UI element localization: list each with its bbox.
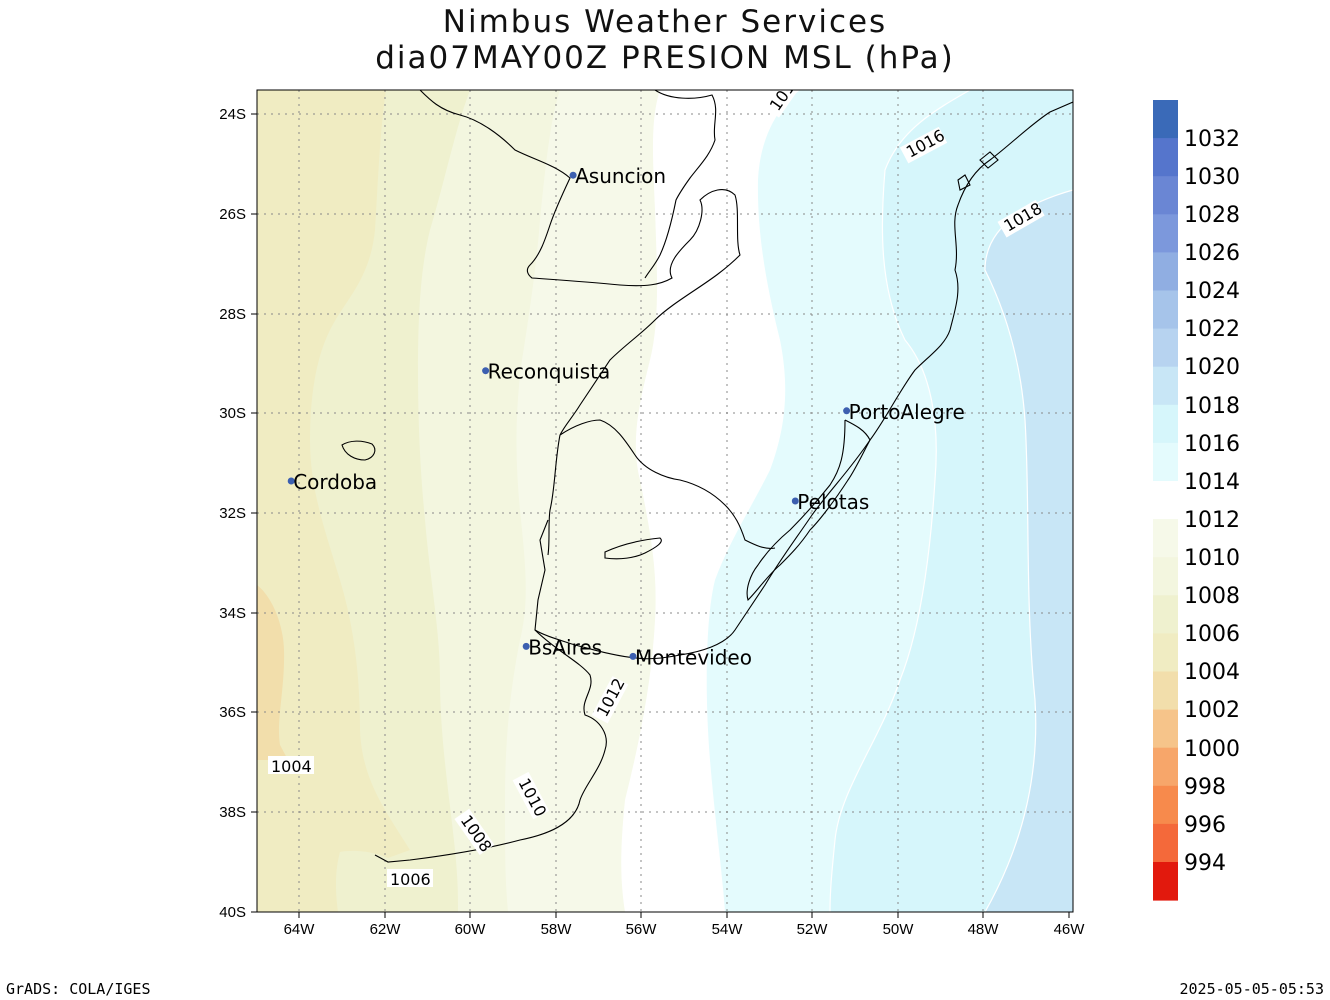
city-label: Asuncion xyxy=(575,164,666,188)
city-marker xyxy=(791,497,799,505)
colorbar-swatch xyxy=(1153,328,1178,368)
colorbar-swatch xyxy=(1153,709,1178,749)
city-marker xyxy=(629,652,637,660)
colorbar-swatch xyxy=(1153,671,1178,711)
city-label: Montevideo xyxy=(635,645,752,669)
colorbar-label: 994 xyxy=(1184,851,1226,876)
lon-label: 62W xyxy=(370,921,402,938)
colorbar-swatch xyxy=(1153,785,1178,825)
lat-label: 28S xyxy=(219,306,246,323)
colorbar-label: 1032 xyxy=(1184,127,1240,152)
colorbar-label: 996 xyxy=(1184,813,1226,838)
colorbar-label: 1022 xyxy=(1184,317,1240,342)
colorbar-label: 1010 xyxy=(1184,546,1240,571)
contour-labels: 1004 1006 1008 1010 1012 1014 1016 1018 xyxy=(268,90,1045,889)
lat-axis: 24S 26S 28S 30S 32S 34S 36S 38S 40S xyxy=(219,106,257,921)
contour-label: 1006 xyxy=(390,870,431,889)
colorbar-swatch xyxy=(1153,823,1178,863)
contour-label: 1004 xyxy=(271,757,312,776)
colorbar-label: 1028 xyxy=(1184,203,1240,228)
colorbar-swatch xyxy=(1153,442,1178,482)
lat-label: 34S xyxy=(219,605,246,622)
footer-credit: GrADS: COLA/IGES xyxy=(6,980,151,998)
colorbar-label: 1004 xyxy=(1184,660,1240,685)
isobars xyxy=(829,90,1073,912)
colorbar-label: 998 xyxy=(1184,775,1226,800)
colorbar-label: 1030 xyxy=(1184,165,1240,190)
city-label: Pelotas xyxy=(797,490,869,514)
colorbar-label: 1008 xyxy=(1184,584,1240,609)
lon-label: 50W xyxy=(883,921,915,938)
colorbar-swatch xyxy=(1153,366,1178,406)
colorbar-swatch xyxy=(1153,481,1178,520)
colorbar-label: 1026 xyxy=(1184,241,1240,266)
city-label: BsAires xyxy=(528,635,602,659)
city-label: Reconquista xyxy=(488,360,611,384)
map-subtitle: dia07MAY00Z PRESION MSL (hPa) xyxy=(375,40,955,76)
footer-timestamp: 2025-05-05-05:53 xyxy=(1179,980,1325,998)
city-label: Cordoba xyxy=(293,470,377,494)
colorbar-label: 1006 xyxy=(1184,622,1240,647)
colorbar-swatch xyxy=(1153,862,1178,901)
lon-label: 48W xyxy=(968,921,1000,938)
lon-label: 60W xyxy=(455,921,487,938)
lon-label: 64W xyxy=(284,921,316,938)
lat-label: 26S xyxy=(219,206,246,223)
colorbar-swatch xyxy=(1153,404,1178,444)
lon-axis: 64W 62W 60W 58W 56W 54W 52W 50W 48W 46W xyxy=(284,912,1086,938)
colorbar-swatch xyxy=(1153,214,1178,253)
colorbar-swatch xyxy=(1153,290,1178,330)
colorbar-label: 1018 xyxy=(1184,394,1240,419)
lat-label: 30S xyxy=(219,405,246,422)
colorbar-swatch xyxy=(1153,595,1178,634)
colorbar-label: 1012 xyxy=(1184,508,1240,533)
city-marker xyxy=(287,477,295,485)
lat-label: 36S xyxy=(219,704,246,721)
lon-label: 58W xyxy=(541,921,573,938)
colorbar-label: 1014 xyxy=(1184,470,1240,495)
colorbar-swatch xyxy=(1153,633,1178,672)
coastlines-and-borders xyxy=(341,90,1073,863)
lon-label: 56W xyxy=(626,921,658,938)
pressure-fill xyxy=(257,90,1073,912)
lat-label: 24S xyxy=(219,106,246,123)
city-marker xyxy=(843,407,851,415)
graticule xyxy=(257,90,1073,912)
city-marker xyxy=(569,171,577,179)
colorbar-swatch xyxy=(1153,100,1178,139)
lat-label: 38S xyxy=(219,804,246,821)
colorbar-label: 1002 xyxy=(1184,698,1240,723)
city-label: PortoAlegre xyxy=(849,400,965,424)
colorbar-swatch xyxy=(1153,519,1178,558)
colorbar-swatch xyxy=(1153,557,1178,596)
city-marker xyxy=(482,367,490,375)
colorbar-label: 1016 xyxy=(1184,432,1240,457)
lon-label: 54W xyxy=(712,921,744,938)
lat-label: 32S xyxy=(219,505,246,522)
lon-label: 46W xyxy=(1054,921,1086,938)
colorbar-swatch xyxy=(1153,252,1178,291)
city-markers: Asuncion Reconquista PortoAlegre Cordoba… xyxy=(287,164,965,669)
lon-label: 52W xyxy=(797,921,829,938)
city-marker xyxy=(522,642,530,650)
colorbar-swatch xyxy=(1153,176,1178,215)
map-title: Nimbus Weather Services xyxy=(442,4,888,40)
colorbar-swatch xyxy=(1153,747,1178,787)
colorbar-label: 1024 xyxy=(1184,279,1240,304)
colorbar: 1032 1030 1028 1026 1024 1022 1020 1018 … xyxy=(1153,100,1240,901)
colorbar-swatch xyxy=(1153,138,1178,177)
lat-label: 40S xyxy=(219,904,246,921)
map-frame xyxy=(256,89,1074,913)
colorbar-label: 1020 xyxy=(1184,355,1240,380)
colorbar-label: 1000 xyxy=(1184,737,1240,762)
